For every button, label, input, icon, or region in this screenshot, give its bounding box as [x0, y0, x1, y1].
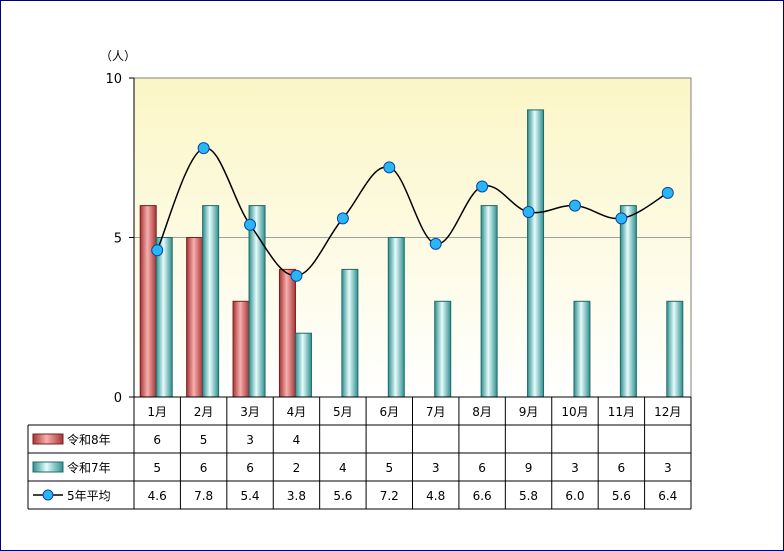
table-cell-value: 6.6: [473, 489, 492, 503]
table-cell-value: 5.4: [240, 489, 259, 503]
bar-reiwa7: [619, 205, 637, 398]
table-cell-value: 4: [339, 461, 347, 475]
table-cell-value: 2: [293, 461, 301, 475]
legend-label: 令和8年: [67, 432, 111, 447]
month-label: 11月: [608, 405, 635, 419]
table-cell-value: 3: [664, 461, 672, 475]
average-point: [429, 237, 442, 250]
table-cell-value: 4.6: [148, 489, 167, 503]
bar-reiwa7: [155, 237, 173, 398]
average-point: [151, 244, 164, 257]
table-cell-value: 5.6: [333, 489, 352, 503]
bar-reiwa7: [294, 332, 312, 398]
bar-reiwa8: [139, 205, 157, 398]
month-label: 5月: [333, 405, 353, 419]
table-cell-value: 6: [618, 461, 626, 475]
table-cell-value: 6: [246, 461, 254, 475]
month-label: 1月: [147, 405, 167, 419]
table-cell-value: 5: [153, 461, 161, 475]
table-cell-value: 5: [385, 461, 393, 475]
bar-reiwa7: [434, 300, 452, 398]
month-label: 7月: [426, 405, 446, 419]
table-cell-value: 4: [293, 433, 301, 447]
y-tick-label: 5: [114, 232, 122, 247]
table-cell-value: 6: [153, 433, 161, 447]
month-label: 9月: [519, 405, 539, 419]
month-label: 3月: [240, 405, 260, 419]
y-tick-label: 0: [114, 391, 122, 406]
bar-reiwa7: [573, 300, 591, 398]
y-unit-label: （人）: [100, 49, 136, 63]
month-label: 4月: [287, 405, 307, 419]
average-point: [197, 142, 210, 155]
table-cell-value: 5.6: [612, 489, 631, 503]
table-cell-value: 3: [432, 461, 440, 475]
month-label: 6月: [379, 405, 399, 419]
y-tick-label: 10: [105, 72, 122, 87]
bar-reiwa7: [480, 205, 498, 398]
bar-reiwa7: [387, 237, 405, 398]
average-point: [290, 269, 303, 282]
table-cell-value: 7.8: [194, 489, 213, 503]
month-label: 10月: [561, 405, 588, 419]
table-cell-value: 3: [246, 433, 254, 447]
average-point: [476, 180, 489, 193]
table-cell-value: 3: [571, 461, 579, 475]
legend-swatch-reiwa7: [32, 461, 64, 473]
month-label: 2月: [194, 405, 214, 419]
table-cell-value: 7.2: [380, 489, 399, 503]
average-point: [661, 186, 674, 199]
legend-label: 令和7年: [67, 460, 111, 475]
average-point: [244, 218, 257, 231]
table-cell-value: 6: [200, 461, 208, 475]
bar-reiwa8: [278, 268, 296, 398]
table-cell-value: 5: [200, 433, 208, 447]
legend-marker: [42, 489, 54, 501]
month-label: 12月: [654, 405, 681, 419]
table-cell-value: 6: [478, 461, 486, 475]
legend-swatch-reiwa8: [32, 433, 64, 445]
bar-reiwa7: [341, 268, 359, 398]
bar-reiwa7: [202, 205, 220, 398]
month-label: 8月: [472, 405, 492, 419]
table-cell-value: 4.8: [426, 489, 445, 503]
table-cell-value: 6.4: [658, 489, 677, 503]
bar-reiwa7: [527, 109, 545, 398]
table-cell-value: 6.0: [565, 489, 584, 503]
bar-reiwa7: [666, 300, 684, 398]
average-point: [383, 161, 396, 174]
average-point: [522, 205, 535, 218]
legend-label: 5年平均: [67, 489, 111, 503]
table-cell-value: 5.8: [519, 489, 538, 503]
table-cell-value: 3.8: [287, 489, 306, 503]
average-point: [568, 199, 581, 212]
bar-reiwa8: [186, 237, 204, 398]
average-point: [336, 212, 349, 225]
average-point: [615, 212, 628, 225]
table-cell-value: 9: [525, 461, 533, 475]
bar-reiwa8: [232, 300, 250, 398]
